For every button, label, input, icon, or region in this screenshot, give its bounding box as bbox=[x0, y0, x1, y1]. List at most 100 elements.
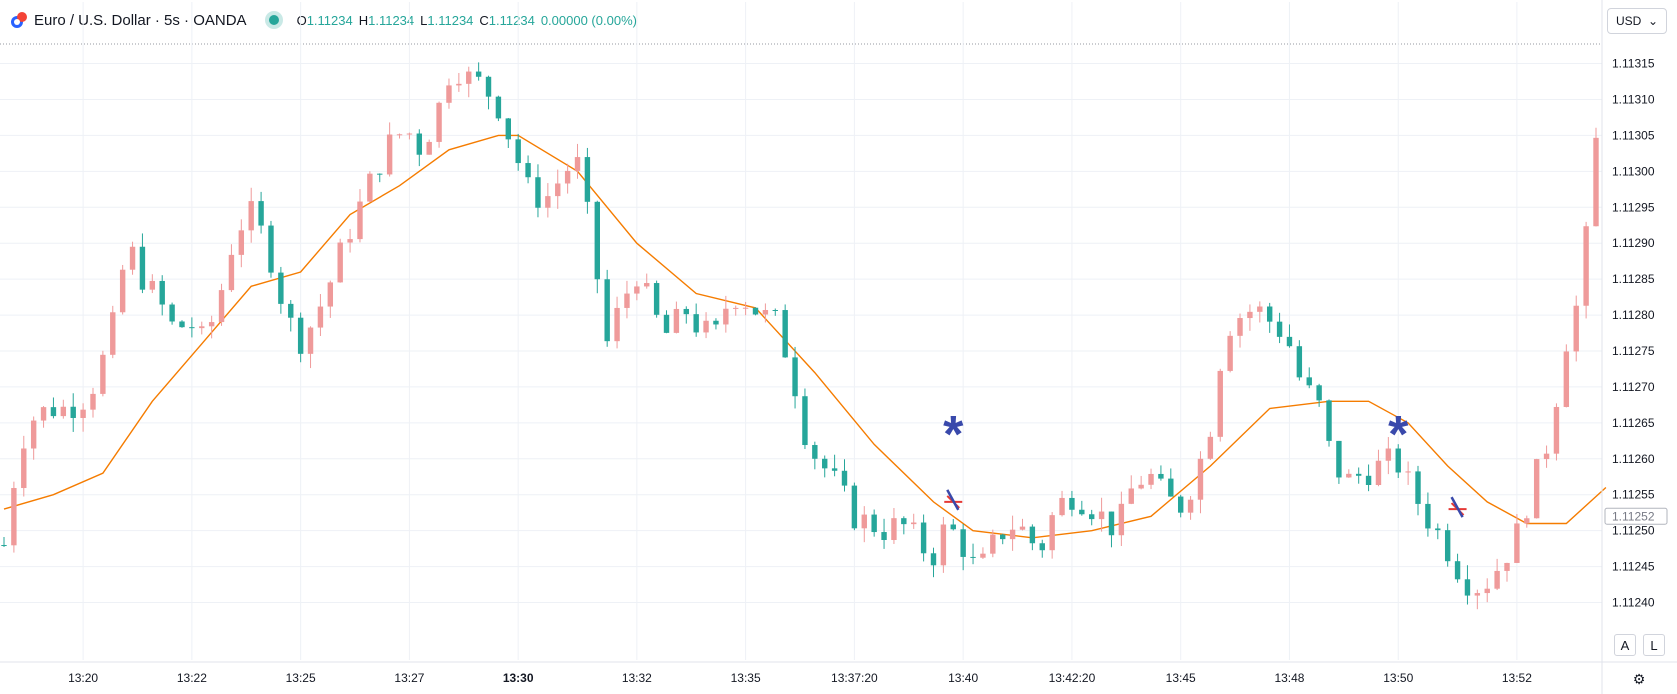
time-tick-label: 13:32 bbox=[622, 671, 652, 685]
candle-body bbox=[1207, 436, 1214, 459]
candle-body bbox=[149, 280, 156, 290]
gear-icon[interactable]: ⚙ bbox=[1632, 670, 1646, 687]
candle-body bbox=[327, 282, 334, 307]
candle-body bbox=[1474, 593, 1481, 596]
candle-body bbox=[1009, 529, 1016, 540]
candle-body bbox=[100, 354, 106, 394]
currency-value: USD bbox=[1616, 14, 1642, 28]
price-tick-label: 1.11250 bbox=[1612, 524, 1655, 538]
candle-body bbox=[50, 407, 57, 417]
candle-body bbox=[30, 420, 37, 449]
candle-body bbox=[416, 133, 423, 155]
moving-average-line bbox=[3, 134, 1607, 539]
price-tick-label: 1.11255 bbox=[1612, 488, 1655, 502]
candle-body bbox=[278, 272, 284, 304]
candle-body bbox=[1098, 511, 1105, 520]
candle-body bbox=[307, 327, 314, 354]
time-tick-label: 13:48 bbox=[1274, 671, 1304, 685]
candle-body bbox=[1316, 385, 1322, 401]
symbol-title[interactable]: Euro / U.S. Dollar · 5s · OANDA bbox=[34, 11, 247, 29]
price-tick-label: 1.11240 bbox=[1612, 596, 1655, 610]
candle-body bbox=[594, 201, 600, 280]
candle-body bbox=[703, 320, 709, 333]
asterisk-marker: * bbox=[943, 406, 964, 464]
change-value: 0.00000 (0.00%) bbox=[540, 12, 637, 28]
candle-body bbox=[208, 322, 215, 327]
candle-body bbox=[1583, 226, 1589, 306]
candle-body bbox=[466, 71, 472, 84]
candle-body bbox=[891, 518, 897, 540]
candle-body bbox=[1484, 588, 1490, 594]
candle-body bbox=[189, 327, 195, 329]
candle-body bbox=[1108, 511, 1115, 536]
time-tick-label: 13:42:20 bbox=[1049, 671, 1096, 685]
time-tick-label: 13:22 bbox=[177, 671, 207, 685]
price-tick-label: 1.11245 bbox=[1612, 560, 1655, 574]
candle-body bbox=[199, 326, 205, 329]
candle-body bbox=[1148, 473, 1154, 485]
candle-body bbox=[40, 407, 47, 421]
candle-body bbox=[663, 314, 670, 333]
last-price-label: 1.11252 bbox=[1612, 509, 1655, 523]
candle-body bbox=[1177, 496, 1184, 513]
candle-body bbox=[871, 514, 877, 533]
cross-marker-slash bbox=[1450, 496, 1464, 518]
candle-body bbox=[1039, 543, 1045, 551]
candle-body bbox=[258, 201, 264, 226]
close-value: 1.11234 bbox=[488, 12, 535, 28]
candle-body bbox=[1000, 534, 1006, 540]
candle-body bbox=[446, 85, 452, 103]
chevron-down-icon: ⌄ bbox=[1647, 14, 1658, 28]
candle-body bbox=[1247, 311, 1253, 319]
candle-body bbox=[495, 96, 502, 119]
candle-body bbox=[644, 283, 650, 287]
time-tick-label: 13:37:20 bbox=[831, 671, 878, 685]
price-tick-label: 1.11280 bbox=[1612, 308, 1655, 322]
candle-body bbox=[653, 283, 660, 315]
candle-body bbox=[268, 225, 274, 273]
high-key: H bbox=[358, 12, 369, 28]
candle-body bbox=[129, 246, 136, 270]
log-scale-button[interactable]: L bbox=[1643, 634, 1665, 656]
candle-body bbox=[1158, 473, 1164, 479]
candle-body bbox=[752, 307, 759, 315]
candle-body bbox=[367, 173, 373, 202]
candle-body bbox=[1524, 518, 1530, 524]
price-tick-label: 1.11295 bbox=[1612, 200, 1655, 214]
auto-scale-button[interactable]: A bbox=[1614, 634, 1636, 656]
chart-grid bbox=[0, 2, 1602, 660]
price-tick-label: 1.11300 bbox=[1612, 164, 1655, 178]
candle-body bbox=[970, 556, 976, 558]
candle-body bbox=[1079, 509, 1085, 515]
candle-body bbox=[228, 254, 235, 291]
moving-average-layer bbox=[3, 134, 1607, 539]
time-tick-label: 13:50 bbox=[1383, 671, 1413, 685]
market-status-dot[interactable] bbox=[268, 15, 279, 25]
candle-body bbox=[1514, 523, 1520, 563]
candle-body bbox=[169, 304, 175, 322]
cross-marker-slash bbox=[946, 489, 960, 511]
ohlc-values: O1.11234 H1.11234 L1.11234 C1.11234 0.00… bbox=[297, 13, 637, 28]
candle-body bbox=[337, 242, 343, 283]
candle-body bbox=[545, 196, 551, 208]
time-tick-label: 13:35 bbox=[731, 671, 761, 685]
candle-body bbox=[980, 553, 986, 558]
candle-body bbox=[1029, 526, 1036, 544]
candle-body bbox=[574, 157, 581, 171]
candle-body bbox=[861, 514, 867, 529]
candle-body bbox=[475, 71, 482, 77]
candle-body bbox=[881, 532, 887, 540]
candle-body bbox=[1336, 440, 1342, 478]
candle-body bbox=[535, 177, 541, 208]
currency-select[interactable]: USD ⌄ bbox=[1607, 8, 1667, 34]
candle-body bbox=[673, 308, 680, 333]
candle-body bbox=[940, 524, 947, 566]
candle-body bbox=[1118, 503, 1125, 536]
candles-layer bbox=[1, 62, 1599, 610]
candle-body bbox=[733, 307, 739, 309]
candle-body bbox=[21, 448, 27, 489]
candle-body bbox=[713, 320, 719, 325]
candle-body bbox=[1187, 499, 1194, 513]
price-axis: 1.11315 1.11310 1.11305 1.11300 1.11295 1.112… bbox=[1601, 0, 1668, 694]
